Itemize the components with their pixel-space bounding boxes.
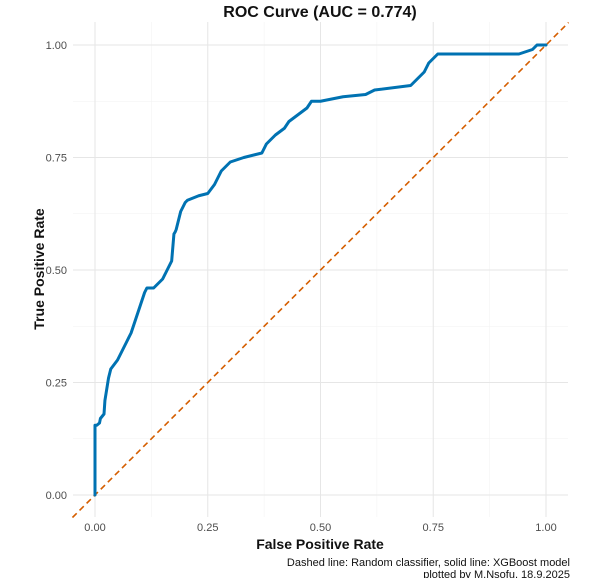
chart-title: ROC Curve (AUC = 0.774): [223, 4, 416, 21]
caption-line-1: Dashed line: Random classifier, solid li…: [287, 557, 570, 569]
y-tick-label: 0.25: [46, 378, 67, 390]
x-tick-label: 0.75: [423, 522, 444, 534]
x-tick-label: 0.50: [310, 522, 331, 534]
x-tick-label: 0.25: [197, 522, 218, 534]
y-tick-label: 0.75: [46, 153, 67, 165]
y-tick-label: 0.00: [46, 490, 67, 502]
random-classifier-line: [71, 21, 570, 519]
roc-curve-line: [93, 43, 548, 497]
tick-labels: 0.00 0.25 0.50 0.75 1.00 0.00 0.25 0.50 0.75 1.00: [46, 40, 557, 534]
caption-line-2: plotted by M.Nsofu, 18.9.2025: [423, 569, 570, 578]
y-axis-label: True Positive Rate: [31, 208, 47, 330]
x-axis-label: False Positive Rate: [256, 536, 384, 552]
series-layer: [71, 21, 570, 519]
y-tick-label: 0.50: [46, 265, 67, 277]
y-tick-label: 1.00: [46, 40, 67, 52]
x-tick-label: 1.00: [535, 522, 556, 534]
x-tick-label: 0.00: [84, 522, 105, 534]
